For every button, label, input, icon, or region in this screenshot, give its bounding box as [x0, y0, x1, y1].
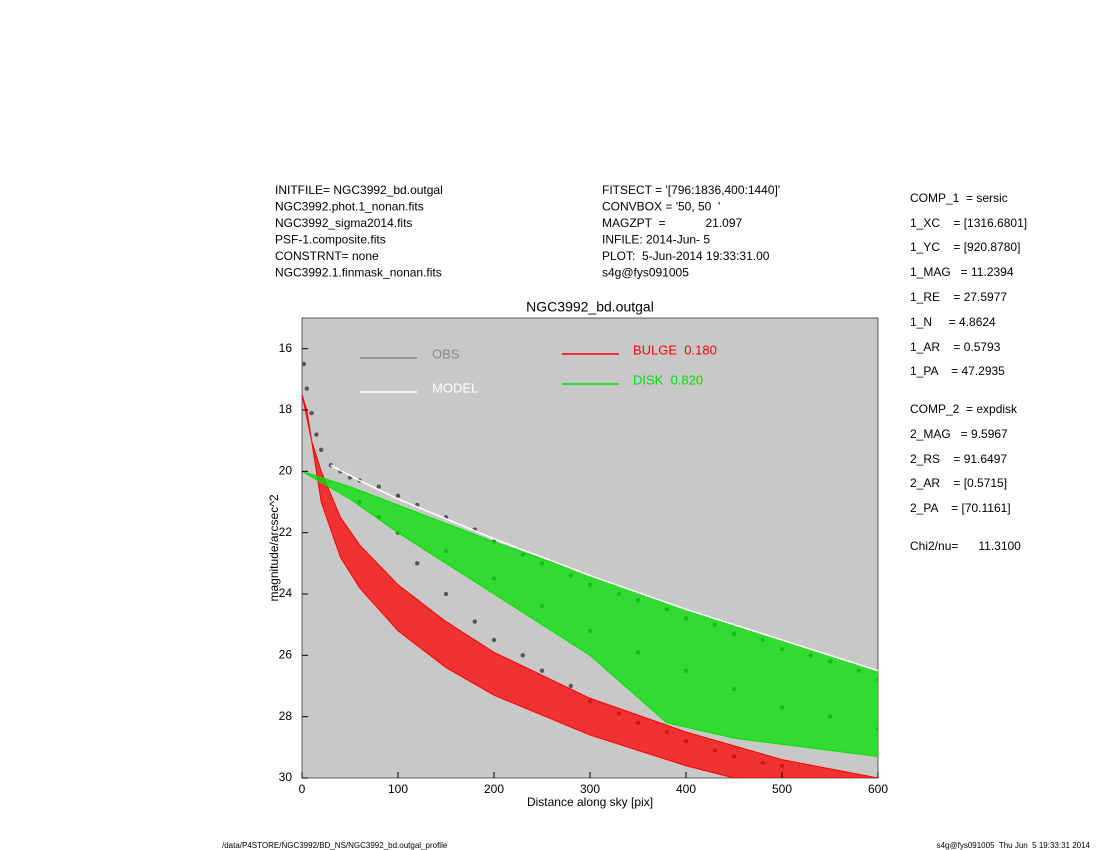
- x-tick-label: 0: [299, 782, 306, 796]
- info-line: NGC3992.phot.1_nonan.fits: [275, 200, 424, 214]
- x-tick-label: 500: [772, 782, 792, 796]
- y-tick-label: 26: [279, 648, 293, 662]
- fit-param: 2_AR = [0.5715]: [910, 476, 1007, 490]
- model-line: [330, 464, 878, 672]
- y-tick-label: 28: [279, 709, 293, 723]
- x-tick-label: 200: [484, 782, 504, 796]
- model-band: [302, 394, 878, 778]
- obs-point: [472, 619, 477, 624]
- legend-label: BULGE 0.180: [633, 342, 717, 357]
- obs-point: [302, 361, 307, 367]
- x-tick-label: 400: [676, 782, 696, 796]
- fit-param: 2_RS = 91.6497: [910, 452, 1007, 466]
- plot-marks: [302, 361, 878, 778]
- fit-param: 1_AR = 0.5793: [910, 340, 1001, 354]
- x-tick-label: 300: [580, 782, 600, 796]
- obs-point: [309, 410, 314, 416]
- fit-param: Chi2/nu= 11.3100: [910, 539, 1021, 553]
- fit-param: 2_PA = [70.1161]: [910, 501, 1011, 515]
- x-tick-label: 600: [868, 782, 888, 796]
- info-line: INFILE: 2014-Jun- 5: [602, 233, 710, 247]
- fit-param: 1_N = 4.8624: [910, 315, 996, 329]
- obs-point: [568, 683, 573, 689]
- y-tick-label: 18: [279, 402, 293, 416]
- y-axis-label: magnitude/arcsec^2: [267, 494, 281, 601]
- y-tick-label: 20: [279, 464, 293, 478]
- fit-param: 1_XC = [1316.6801]: [910, 216, 1027, 230]
- fit-param: 1_MAG = 11.2394: [910, 265, 1014, 279]
- obs-point: [319, 447, 324, 453]
- info-line: CONSTRNT= none: [275, 249, 379, 263]
- obs-point: [443, 591, 449, 597]
- fit-param: 1_PA = 47.2935: [910, 364, 1005, 378]
- x-tick-label: 100: [388, 782, 408, 796]
- info-line: PLOT: 5-Jun-2014 19:33:31.00: [602, 249, 770, 263]
- legend-label: MODEL: [432, 380, 478, 395]
- fit-param: 2_MAG = 9.5967: [910, 427, 1008, 441]
- obs-point: [520, 653, 525, 658]
- y-tick-label: 30: [279, 770, 293, 784]
- legend-label: OBS: [432, 346, 460, 361]
- info-line: NGC3992_sigma2014.fits: [275, 216, 412, 230]
- footer-path: /data/P4STORE/NGC3992/BD_NS/NGC3992_bd.o…: [222, 841, 448, 850]
- obs-point: [395, 493, 401, 499]
- fit-param: COMP_1 = sersic: [910, 191, 1008, 205]
- obs-point: [304, 386, 309, 391]
- y-tick-label: 16: [279, 341, 293, 355]
- y-tick-label: 22: [279, 525, 293, 539]
- legend-label: DISK 0.820: [633, 372, 703, 387]
- fit-param: 1_YC = [920.8780]: [910, 240, 1020, 254]
- info-line: INITFILE= NGC3992_bd.outgal: [275, 183, 443, 197]
- info-line: NGC3992.1.finmask_nonan.fits: [275, 266, 442, 280]
- info-line: PSF-1.composite.fits: [275, 233, 386, 247]
- obs-point: [376, 484, 381, 489]
- info-line: MAGZPT = 21.097: [602, 216, 742, 230]
- info-line: CONVBOX = '50, 50 ': [602, 200, 720, 214]
- info-line: s4g@fys091005: [602, 266, 689, 280]
- info-line: FITSECT = '[796:1836,400:1440]': [602, 183, 780, 197]
- obs-point: [314, 432, 319, 437]
- obs-point: [539, 668, 545, 673]
- fit-param: COMP_2 = expdisk: [910, 402, 1018, 416]
- obs-point: [415, 561, 420, 566]
- y-tick-label: 24: [279, 586, 293, 600]
- model-band: [302, 470, 878, 758]
- chart-title: NGC3992_bd.outgal: [526, 299, 654, 315]
- obs-point: [491, 637, 497, 643]
- footer-stamp: s4g@fys091005 Thu Jun 5 19:33:31 2014: [937, 841, 1091, 850]
- fit-param: 1_RE = 27.5977: [910, 290, 1007, 304]
- x-axis-label: Distance along sky [pix]: [527, 795, 653, 809]
